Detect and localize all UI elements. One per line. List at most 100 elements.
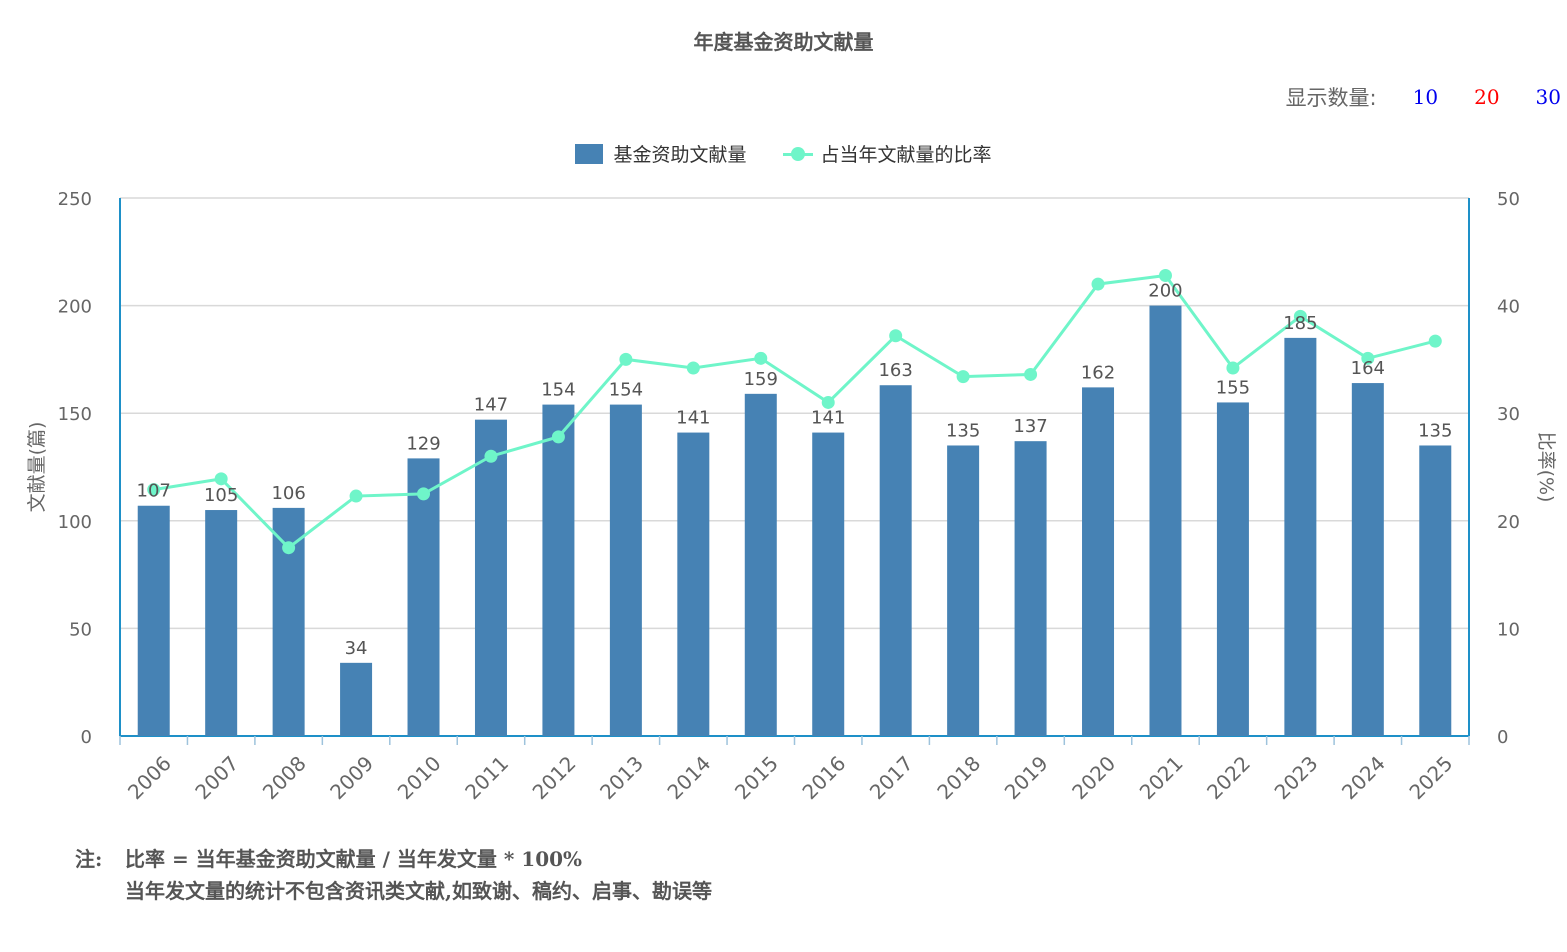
- x-tick-label: 2022: [1202, 751, 1255, 804]
- bar[interactable]: [340, 662, 373, 736]
- display-count-label: 显示数量:: [1285, 86, 1377, 110]
- bar-data-label: 159: [744, 369, 778, 390]
- bar-data-label: 154: [609, 380, 643, 401]
- x-tick-label: 2018: [932, 751, 985, 804]
- bar-data-label: 129: [406, 433, 440, 454]
- ratio-point[interactable]: [214, 472, 228, 486]
- x-tick-label: 2014: [663, 751, 716, 804]
- y-tick-label: 250: [58, 189, 92, 210]
- bar-data-label: 137: [1013, 416, 1047, 437]
- bar[interactable]: [205, 510, 238, 736]
- y2-tick-label: 20: [1497, 512, 1520, 533]
- ratio-point[interactable]: [889, 329, 903, 343]
- y2-axis-title: 比率(%): [1535, 432, 1557, 503]
- notes-line-1: 比率 = 当年基金资助文献量 / 当年发文量 * 100%: [125, 847, 583, 871]
- ratio-point[interactable]: [417, 487, 431, 501]
- ratio-point[interactable]: [1428, 334, 1442, 348]
- display-count-option-20[interactable]: 20: [1474, 85, 1500, 109]
- bar[interactable]: [609, 404, 642, 736]
- bar-data-label: 135: [946, 420, 980, 441]
- ratio-point[interactable]: [282, 541, 296, 555]
- x-tick-label: 2016: [797, 751, 850, 804]
- ratio-point[interactable]: [1024, 367, 1038, 381]
- legend-item-line[interactable]: 占当年文献量的比率: [782, 140, 992, 167]
- bar[interactable]: [947, 445, 980, 736]
- ratio-point[interactable]: [1361, 351, 1375, 365]
- x-tick-label: 2021: [1135, 751, 1188, 804]
- chart-legend: 基金资助文献量 占当年文献量的比率: [0, 140, 1567, 167]
- ratio-point[interactable]: [484, 449, 498, 463]
- ratio-point[interactable]: [619, 352, 633, 366]
- x-tick-label: 2013: [595, 751, 648, 804]
- bar[interactable]: [677, 432, 710, 736]
- bar[interactable]: [407, 458, 440, 736]
- bar[interactable]: [1216, 402, 1249, 736]
- x-tick-label: 2024: [1337, 751, 1390, 804]
- bar[interactable]: [744, 393, 777, 736]
- bar-data-label: 164: [1351, 358, 1385, 379]
- ratio-point[interactable]: [821, 395, 835, 409]
- legend-item-bar[interactable]: 基金资助文献量: [575, 140, 747, 167]
- ratio-point[interactable]: [754, 351, 768, 365]
- bar-data-label: 154: [541, 380, 575, 401]
- x-tick-label: 2025: [1404, 751, 1457, 804]
- bar[interactable]: [1351, 383, 1384, 736]
- bar-data-label: 34: [345, 638, 368, 659]
- ratio-line: [153, 273, 1436, 550]
- display-count-option-30[interactable]: 30: [1535, 85, 1561, 109]
- bar-data-label: 107: [137, 481, 171, 502]
- ratio-point[interactable]: [1226, 361, 1240, 375]
- bar[interactable]: [474, 419, 507, 736]
- legend-line-label: 占当年文献量的比率: [820, 144, 992, 166]
- ratio-point[interactable]: [349, 489, 363, 503]
- bar-data-label: 163: [878, 360, 912, 381]
- bar-data-label: 200: [1148, 281, 1182, 302]
- x-tick-label: 2008: [258, 751, 311, 804]
- ratio-point[interactable]: [1158, 268, 1172, 282]
- x-tick-label: 2015: [730, 751, 783, 804]
- chart-title: 年度基金资助文献量: [693, 30, 874, 54]
- display-count-control: 显示数量: 10 20 30: [1286, 82, 1561, 112]
- x-tick-label: 2009: [325, 751, 378, 804]
- y2-tick-label: 50: [1497, 189, 1520, 210]
- ratio-point[interactable]: [551, 430, 565, 444]
- display-count-option-10[interactable]: 10: [1412, 85, 1439, 109]
- ratio-point[interactable]: [956, 370, 970, 384]
- bar[interactable]: [1014, 441, 1047, 736]
- ratio-point[interactable]: [686, 361, 700, 375]
- notes-line-2: 当年发文量的统计不包含资讯类文献,如致谢、稿约、启事、勘误等: [125, 879, 712, 903]
- y2-tick-label: 40: [1497, 297, 1520, 318]
- x-tick-label: 2007: [190, 751, 243, 804]
- bar[interactable]: [1149, 305, 1182, 736]
- bar[interactable]: [812, 432, 845, 736]
- bar-data-label: 162: [1081, 362, 1115, 383]
- bar[interactable]: [137, 505, 170, 736]
- bar[interactable]: [1419, 445, 1452, 736]
- legend-bar-label: 基金资助文献量: [613, 144, 747, 166]
- y-tick-label: 0: [81, 727, 92, 748]
- y-tick-label: 50: [69, 619, 92, 640]
- bar[interactable]: [1082, 387, 1115, 736]
- bar[interactable]: [879, 385, 912, 736]
- x-tick-label: 2017: [865, 751, 918, 804]
- bar-data-label: 141: [811, 408, 845, 429]
- notes-prefix: 注:: [75, 847, 103, 871]
- bar-data-label: 147: [474, 395, 508, 416]
- bar[interactable]: [542, 404, 575, 736]
- ratio-point[interactable]: [1091, 277, 1105, 291]
- ratio-point[interactable]: [147, 483, 161, 497]
- legend-bar-swatch: [575, 143, 604, 164]
- y-tick-label: 150: [58, 404, 92, 425]
- bar-data-label: 185: [1283, 313, 1317, 334]
- x-tick-label: 2010: [393, 751, 446, 804]
- y-tick-label: 100: [58, 512, 92, 533]
- x-tick-label: 2023: [1270, 751, 1323, 804]
- y2-tick-label: 0: [1497, 727, 1508, 748]
- x-tick-label: 2019: [1000, 751, 1053, 804]
- x-tick-label: 2006: [123, 751, 176, 804]
- bar-data-label: 106: [271, 483, 305, 504]
- legend-line-swatch: [782, 144, 813, 164]
- bar[interactable]: [1284, 337, 1317, 736]
- ratio-point[interactable]: [1293, 309, 1307, 323]
- bar-data-label: 135: [1418, 420, 1452, 441]
